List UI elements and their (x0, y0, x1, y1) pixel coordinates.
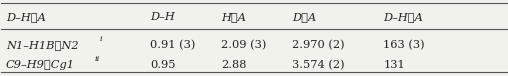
Text: 3.574 (2): 3.574 (2) (292, 60, 344, 71)
Text: H⋯A: H⋯A (221, 12, 246, 22)
Text: 2.88: 2.88 (221, 60, 246, 70)
Text: D⋯A: D⋯A (292, 12, 316, 22)
Text: i: i (99, 35, 102, 43)
Text: D–H⋯A: D–H⋯A (383, 12, 423, 22)
Text: ii: ii (94, 55, 100, 63)
Text: D–H: D–H (150, 12, 175, 22)
Text: D–H⋯A: D–H⋯A (6, 12, 46, 22)
Text: 163 (3): 163 (3) (383, 40, 425, 51)
Text: C9–H9⋯Cg1: C9–H9⋯Cg1 (6, 60, 75, 70)
Text: 0.95: 0.95 (150, 60, 176, 70)
Text: 2.09 (3): 2.09 (3) (221, 40, 266, 51)
Text: 131: 131 (383, 60, 405, 70)
Text: 2.970 (2): 2.970 (2) (292, 40, 344, 51)
Text: N1–H1B⋯N2: N1–H1B⋯N2 (6, 40, 78, 50)
Text: 0.91 (3): 0.91 (3) (150, 40, 196, 51)
